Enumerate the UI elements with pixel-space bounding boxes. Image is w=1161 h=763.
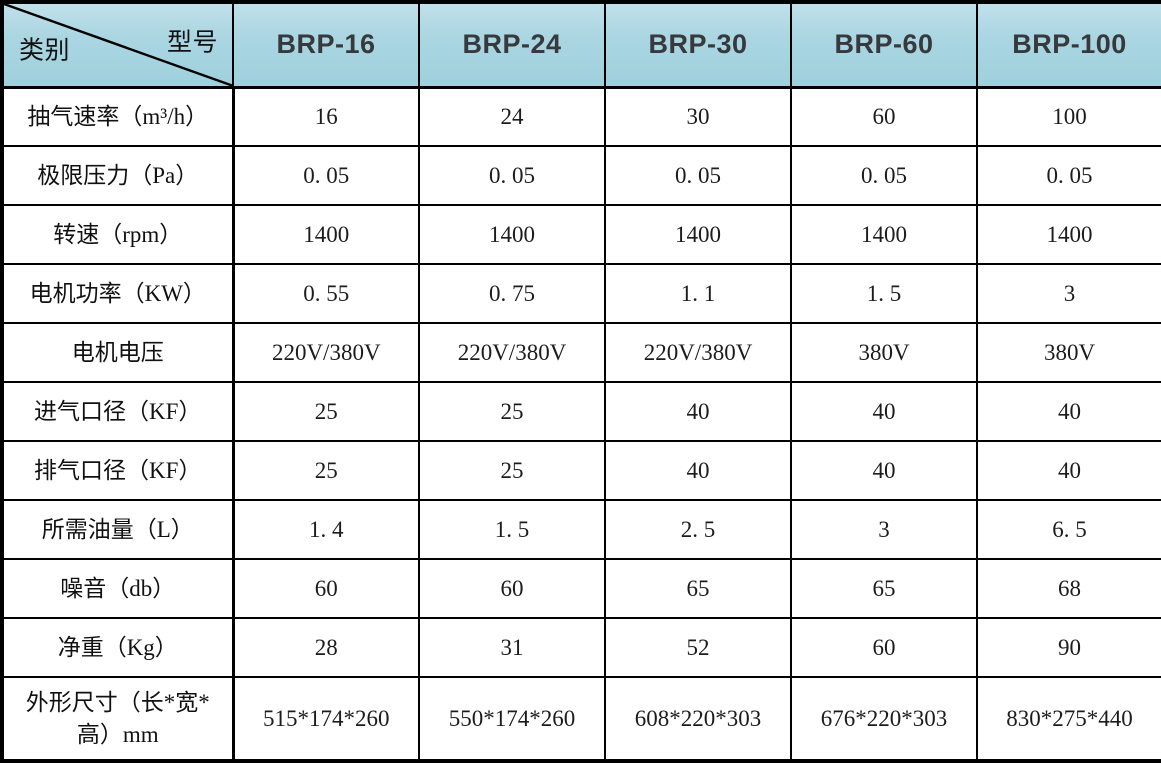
- spec-value-cell: 65: [604, 558, 792, 619]
- spec-value-cell: 65: [790, 558, 978, 619]
- spec-value-cell: 16: [232, 86, 420, 147]
- spec-value-cell: 100: [976, 86, 1161, 147]
- spec-value-cell: 1. 4: [232, 499, 420, 560]
- spec-value-cell: 0. 05: [232, 145, 420, 206]
- spec-value-cell: 1400: [604, 204, 792, 265]
- table-row-outlet-diameter: 排气口径（KF） 25 25 40 40 40: [1, 440, 1161, 501]
- spec-value-cell: 830*275*440: [976, 676, 1161, 762]
- spec-value-cell: 0. 05: [604, 145, 792, 206]
- table-row-dimensions: 外形尺寸（长*宽*高）mm 515*174*260 550*174*260 60…: [1, 676, 1161, 762]
- spec-value-cell: 0. 05: [790, 145, 978, 206]
- corner-header-cell: 类别 型号: [1, 1, 234, 89]
- spec-value-cell: 25: [418, 381, 606, 442]
- spec-value-cell: 90: [976, 617, 1161, 678]
- row-label: 抽气速率（m³/h）: [1, 86, 235, 147]
- spec-value-cell: 3: [976, 263, 1161, 324]
- spec-value-cell: 0. 75: [418, 263, 606, 324]
- spec-value-cell: 40: [790, 381, 978, 442]
- column-header-brp24: BRP-24: [418, 1, 606, 89]
- spec-value-cell: 40: [790, 440, 978, 501]
- spec-value-cell: 1. 1: [604, 263, 792, 324]
- spec-value-cell: 1400: [232, 204, 420, 265]
- table-row-pumping-speed: 抽气速率（m³/h） 16 24 30 60 100: [1, 86, 1161, 147]
- spec-value-cell: 676*220*303: [790, 676, 978, 762]
- spec-value-cell: 0. 55: [232, 263, 420, 324]
- column-header-brp16: BRP-16: [232, 1, 420, 89]
- spec-value-cell: 3: [790, 499, 978, 560]
- row-label: 进气口径（KF）: [1, 381, 235, 442]
- spec-value-cell: 2. 5: [604, 499, 792, 560]
- row-label: 外形尺寸（长*宽*高）mm: [1, 676, 235, 762]
- spec-value-cell: 0. 05: [976, 145, 1161, 206]
- spec-value-cell: 220V/380V: [604, 322, 792, 383]
- table-header: 类别 型号 BRP-16 BRP-24 BRP-30 BRP-60 BRP-10…: [1, 1, 1161, 89]
- table-body: 抽气速率（m³/h） 16 24 30 60 100 极限压力（Pa） 0. 0…: [1, 86, 1161, 762]
- row-label: 噪音（db）: [1, 558, 235, 619]
- spec-value-cell: 52: [604, 617, 792, 678]
- spec-value-cell: 60: [790, 86, 978, 147]
- spec-value-cell: 28: [232, 617, 420, 678]
- table-row-motor-power: 电机功率（KW） 0. 55 0. 75 1. 1 1. 5 3: [1, 263, 1161, 324]
- column-header-brp60: BRP-60: [790, 1, 978, 89]
- spec-value-cell: 0. 05: [418, 145, 606, 206]
- column-header-brp100: BRP-100: [976, 1, 1161, 89]
- spec-value-cell: 1400: [790, 204, 978, 265]
- row-label: 电机功率（KW）: [1, 263, 235, 324]
- row-label: 电机电压: [1, 322, 235, 383]
- spec-value-cell: 220V/380V: [418, 322, 606, 383]
- row-label: 转速（rpm）: [1, 204, 235, 265]
- spec-value-cell: 1400: [418, 204, 606, 265]
- spec-value-cell: 40: [604, 440, 792, 501]
- spec-value-cell: 40: [604, 381, 792, 442]
- spec-value-cell: 1. 5: [418, 499, 606, 560]
- spec-value-cell: 60: [232, 558, 420, 619]
- spec-value-cell: 25: [232, 381, 420, 442]
- row-label: 所需油量（L）: [1, 499, 235, 560]
- table-row-net-weight: 净重（Kg） 28 31 52 60 90: [1, 617, 1161, 678]
- diagonal-divider-line: [4, 4, 231, 84]
- corner-category-label: 类别: [19, 37, 71, 65]
- table-row-ultimate-pressure: 极限压力（Pa） 0. 05 0. 05 0. 05 0. 05 0. 05: [1, 145, 1161, 206]
- spec-value-cell: 515*174*260: [232, 676, 420, 762]
- spec-value-cell: 380V: [790, 322, 978, 383]
- row-label: 净重（Kg）: [1, 617, 235, 678]
- spec-value-cell: 608*220*303: [604, 676, 792, 762]
- spec-value-cell: 6. 5: [976, 499, 1161, 560]
- spec-value-cell: 60: [790, 617, 978, 678]
- spec-value-cell: 24: [418, 86, 606, 147]
- table-row-motor-voltage: 电机电压 220V/380V 220V/380V 220V/380V 380V …: [1, 322, 1161, 383]
- table-row-noise: 噪音（db） 60 60 65 65 68: [1, 558, 1161, 619]
- spec-value-cell: 30: [604, 86, 792, 147]
- spec-value-cell: 380V: [976, 322, 1161, 383]
- spec-value-cell: 40: [976, 381, 1161, 442]
- row-label: 极限压力（Pa）: [1, 145, 235, 206]
- spec-value-cell: 68: [976, 558, 1161, 619]
- table-row-oil-capacity: 所需油量（L） 1. 4 1. 5 2. 5 3 6. 5: [1, 499, 1161, 560]
- spec-value-cell: 60: [418, 558, 606, 619]
- row-label: 排气口径（KF）: [1, 440, 235, 501]
- spec-value-cell: 25: [418, 440, 606, 501]
- spec-value-cell: 1. 5: [790, 263, 978, 324]
- table-row-inlet-diameter: 进气口径（KF） 25 25 40 40 40: [1, 381, 1161, 442]
- spec-value-cell: 25: [232, 440, 420, 501]
- spec-value-cell: 31: [418, 617, 606, 678]
- table-row-rotation-speed: 转速（rpm） 1400 1400 1400 1400 1400: [1, 204, 1161, 265]
- spec-value-cell: 550*174*260: [418, 676, 606, 762]
- spec-value-cell: 40: [976, 440, 1161, 501]
- spec-value-cell: 220V/380V: [232, 322, 420, 383]
- spec-value-cell: 1400: [976, 204, 1161, 265]
- header-row: 类别 型号 BRP-16 BRP-24 BRP-30 BRP-60 BRP-10…: [1, 1, 1161, 89]
- corner-model-label: 型号: [166, 29, 218, 57]
- column-header-brp30: BRP-30: [604, 1, 792, 89]
